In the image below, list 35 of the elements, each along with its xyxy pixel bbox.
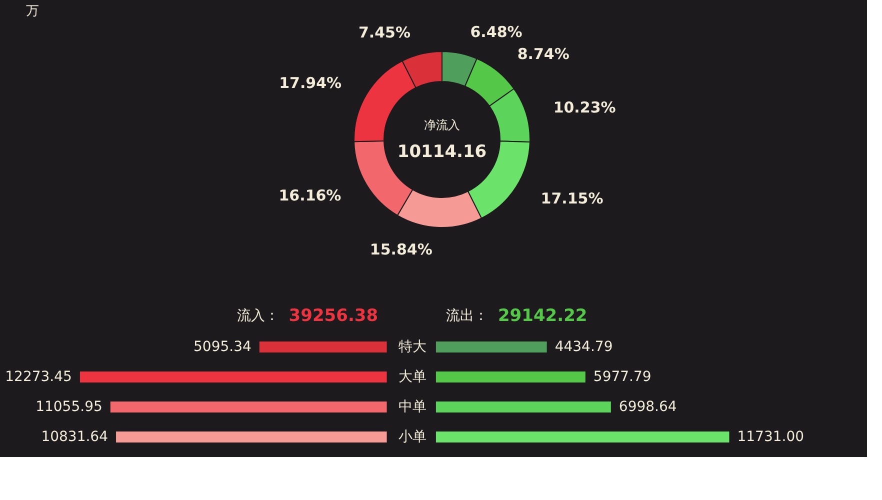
data-label: 6.48%	[470, 22, 522, 41]
data-label: 8.74%	[517, 45, 570, 64]
bar	[116, 432, 387, 442]
data-label: 16.16%	[278, 186, 342, 204]
data-label: 5095.34	[194, 339, 252, 355]
data-label: 15.84%	[370, 240, 432, 258]
data-label: 11055.95	[36, 399, 102, 415]
data-label: 5977.79	[593, 369, 652, 385]
bar	[110, 402, 387, 412]
data-label: 10.23%	[553, 98, 616, 117]
bar	[436, 432, 730, 442]
y-tick-label: 中单	[398, 399, 426, 415]
y-tick-label: 特大	[398, 339, 426, 355]
chart-title: 流出：	[446, 308, 488, 324]
chart-title: 流入：	[236, 308, 279, 324]
data-label: 4434.79	[554, 339, 613, 355]
bar	[259, 342, 387, 352]
text: 净流入	[424, 118, 460, 132]
data-label: 17.94%	[279, 74, 342, 92]
data-label: 11731.00	[737, 429, 804, 445]
bar	[436, 342, 547, 352]
y-tick-label: 大单	[398, 369, 426, 385]
chart-subtitle: 29142.22	[498, 306, 588, 326]
text: 万	[26, 4, 39, 19]
data-label: 12273.45	[5, 369, 72, 385]
bar	[436, 372, 586, 382]
data-label: 17.15%	[540, 190, 604, 208]
text: 10114.16	[397, 142, 487, 162]
bar	[436, 402, 611, 412]
bar	[80, 372, 387, 382]
data-label: 6998.64	[618, 399, 677, 415]
data-label: 10831.64	[41, 429, 108, 445]
y-tick-label: 小单	[398, 429, 426, 445]
data-label: 7.45%	[358, 24, 410, 42]
chart-subtitle: 39256.38	[288, 306, 378, 326]
